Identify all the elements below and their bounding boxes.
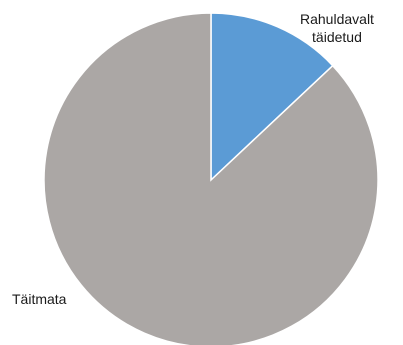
pie-slice-1: [43, 12, 379, 345]
slice-label-taitmata: Täitmata: [12, 290, 66, 308]
slice-label-rahuldavalt-taidetud: Rahuldavalt täidetud: [300, 10, 374, 46]
slice-label-line: täidetud: [312, 29, 362, 45]
slice-label-line: Täitmata: [12, 291, 67, 307]
pie-slice-0: [210, 12, 334, 182]
slice-label-line: Rahuldavalt: [300, 11, 374, 27]
